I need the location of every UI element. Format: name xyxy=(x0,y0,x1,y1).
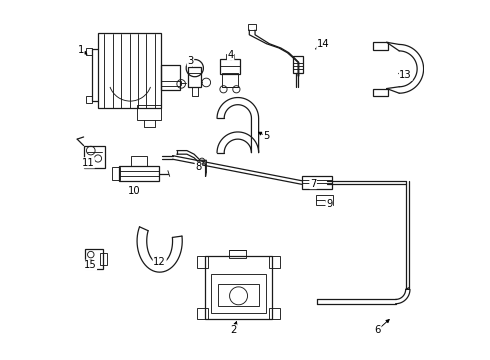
Bar xyxy=(269,256,280,268)
Text: 11: 11 xyxy=(81,158,94,168)
Bar xyxy=(137,105,161,120)
Text: 4: 4 xyxy=(227,50,234,60)
Bar xyxy=(85,249,102,269)
Bar xyxy=(84,145,105,168)
Text: 9: 9 xyxy=(326,199,332,210)
Text: 6: 6 xyxy=(374,325,381,335)
Bar xyxy=(211,274,266,313)
Bar xyxy=(294,56,303,73)
Text: 12: 12 xyxy=(153,257,166,267)
Bar xyxy=(248,24,256,30)
Text: 10: 10 xyxy=(127,186,140,197)
Bar xyxy=(373,89,388,96)
Bar xyxy=(269,308,280,319)
Bar xyxy=(205,256,272,319)
Bar xyxy=(188,67,201,87)
Text: 1: 1 xyxy=(77,45,84,55)
Bar xyxy=(302,176,332,189)
Text: 3: 3 xyxy=(187,56,194,66)
Bar xyxy=(161,64,180,90)
Bar xyxy=(197,308,208,319)
Bar xyxy=(112,167,120,180)
Bar xyxy=(98,33,161,108)
Bar xyxy=(100,253,107,265)
Text: 8: 8 xyxy=(195,162,201,172)
Text: 5: 5 xyxy=(263,131,270,141)
Text: 2: 2 xyxy=(230,325,237,335)
Bar xyxy=(220,59,240,74)
Bar xyxy=(222,73,238,87)
Bar xyxy=(226,54,234,59)
Text: 15: 15 xyxy=(84,260,97,270)
Bar xyxy=(197,256,208,268)
Text: 7: 7 xyxy=(310,179,317,189)
Bar xyxy=(87,96,92,103)
Text: 13: 13 xyxy=(399,70,412,80)
Bar xyxy=(373,42,388,50)
Bar xyxy=(316,195,333,205)
Bar xyxy=(131,156,147,166)
Bar xyxy=(229,250,246,258)
Text: 14: 14 xyxy=(317,40,329,49)
Bar xyxy=(87,48,92,55)
Bar xyxy=(219,284,259,306)
Bar xyxy=(120,166,159,181)
